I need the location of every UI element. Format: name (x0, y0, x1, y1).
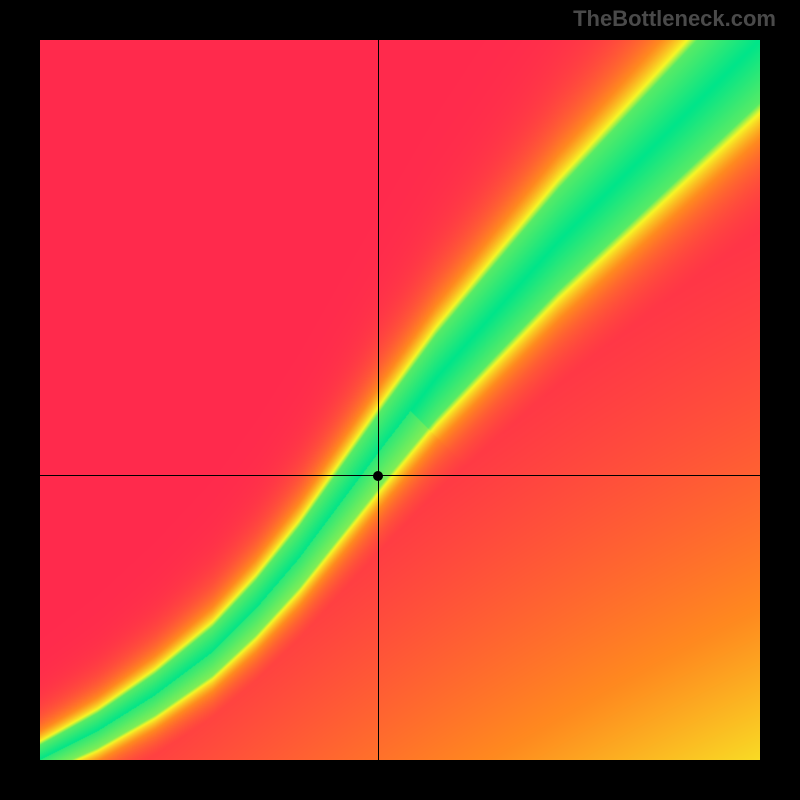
crosshair-vertical (378, 40, 379, 760)
bottleneck-heatmap (40, 40, 760, 760)
watermark-text: TheBottleneck.com (573, 6, 776, 32)
crosshair-marker-dot (373, 471, 383, 481)
plot-area (40, 40, 760, 760)
crosshair-horizontal (40, 475, 760, 476)
chart-container: TheBottleneck.com (0, 0, 800, 800)
